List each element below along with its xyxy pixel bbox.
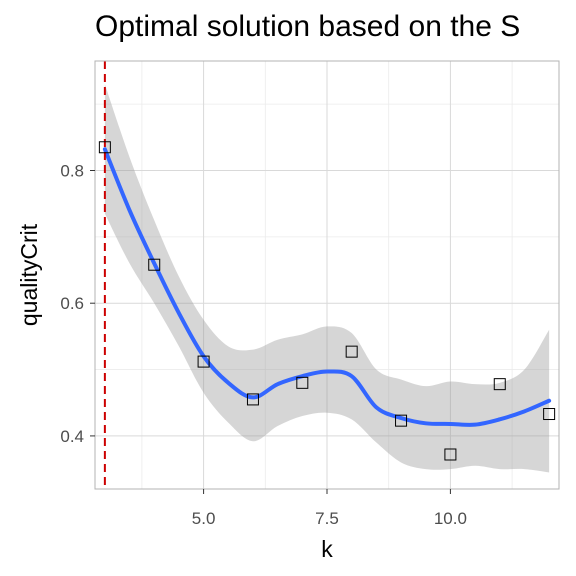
x-axis-title: k <box>321 536 333 562</box>
data-point-9 <box>493 378 506 391</box>
data-point-6 <box>345 345 358 358</box>
data-point-3 <box>197 355 210 368</box>
y-axis-ticks: 0.4 0.6 0.8 <box>60 161 95 446</box>
data-point-8 <box>444 448 457 461</box>
data-point-7 <box>395 414 408 427</box>
y-tick-label: 0.6 <box>60 294 84 313</box>
x-tick-label: 10.0 <box>434 509 467 528</box>
y-tick-label: 0.8 <box>60 161 84 180</box>
y-axis-title: qualityCrit <box>16 223 42 326</box>
data-point-10 <box>543 408 556 421</box>
major-gridlines <box>95 61 559 489</box>
data-points <box>98 141 556 461</box>
x-tick-label: 5.0 <box>192 509 216 528</box>
x-tick-label: 7.5 <box>315 509 339 528</box>
data-point-4 <box>246 393 259 406</box>
data-point-1 <box>98 141 111 154</box>
data-point-2 <box>148 258 161 271</box>
data-point-5 <box>296 376 309 389</box>
confidence-ribbon <box>104 84 550 473</box>
y-tick-label: 0.4 <box>60 427 84 446</box>
smooth-line <box>102 147 552 427</box>
chart-title: Optimal solution based on the S <box>95 10 521 43</box>
x-axis-ticks: 5.0 7.5 10.0 <box>192 489 467 528</box>
